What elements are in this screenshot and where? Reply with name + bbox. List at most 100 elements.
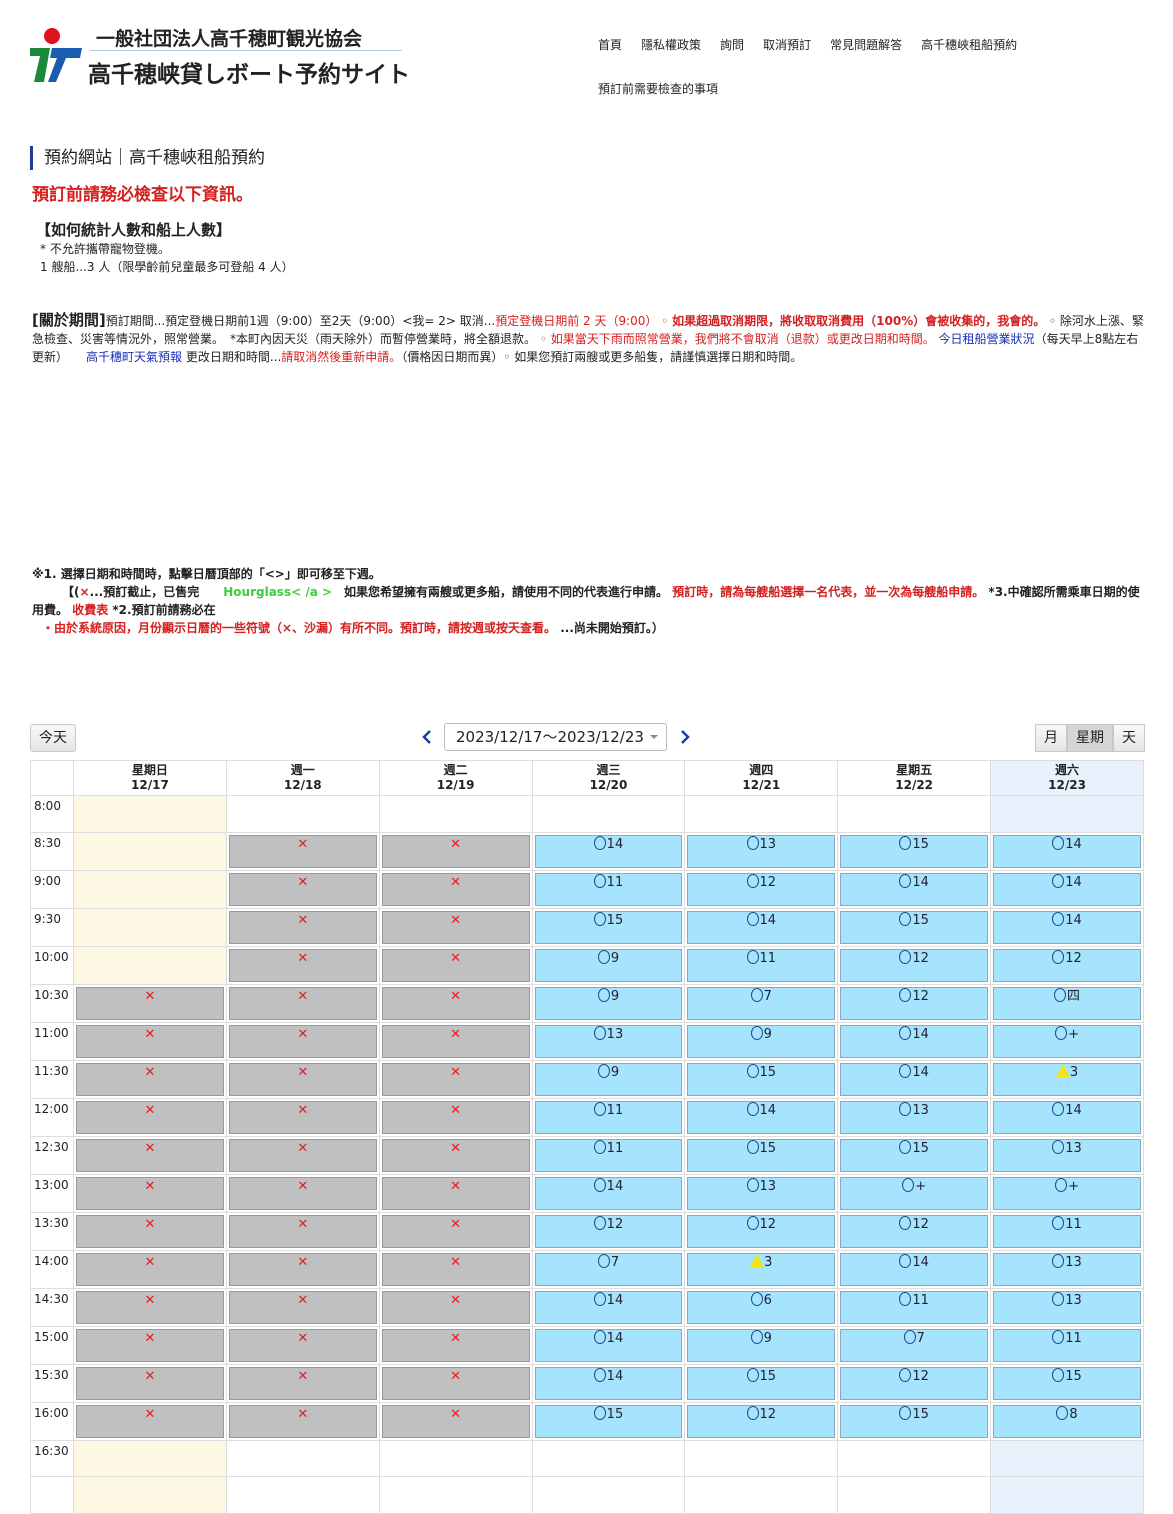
slot-available[interactable]: 14 (534, 1328, 683, 1362)
slot-available[interactable]: 13 (687, 1176, 836, 1210)
slot-closed[interactable]: ✕ (76, 986, 224, 1020)
nav-privacy[interactable]: 隱私權政策 (641, 38, 702, 52)
today-button[interactable]: 今天 (30, 724, 76, 752)
slot-available[interactable]: + (993, 1176, 1141, 1210)
slot-available[interactable]: 14 (687, 1100, 836, 1134)
slot-closed[interactable]: ✕ (381, 1214, 530, 1248)
slot-available[interactable]: 14 (840, 872, 989, 906)
slot-available[interactable]: 15 (840, 1138, 989, 1172)
prev-week-icon[interactable] (421, 729, 433, 745)
slot-available[interactable]: 6 (687, 1290, 836, 1324)
slot-available[interactable]: 7 (687, 986, 836, 1020)
slot-closed[interactable]: ✕ (76, 1100, 224, 1134)
view-month-button[interactable]: 月 (1035, 724, 1067, 752)
slot-available[interactable]: 15 (840, 910, 989, 944)
slot-available[interactable]: 7 (840, 1328, 989, 1362)
slot-available[interactable]: 13 (993, 1290, 1141, 1324)
slot-available[interactable]: 12 (840, 948, 989, 982)
slot-available[interactable]: 14 (993, 910, 1141, 944)
slot-available[interactable]: 15 (534, 1404, 683, 1438)
slot-closed[interactable]: ✕ (381, 1252, 530, 1286)
site-logo[interactable]: 一般社団法人高千穂町観光協会 高千穂峡貸しボート予約サイト (30, 22, 410, 88)
slot-available[interactable]: 9 (534, 1062, 683, 1096)
slot-closed[interactable]: ✕ (381, 910, 530, 944)
slot-available[interactable]: 8 (993, 1404, 1141, 1438)
slot-closed[interactable]: ✕ (76, 1138, 224, 1172)
slot-closed[interactable]: ✕ (381, 1176, 530, 1210)
slot-available[interactable]: 12 (687, 1214, 836, 1248)
slot-available[interactable]: 11 (993, 1328, 1141, 1362)
slot-available[interactable]: 14 (534, 1176, 683, 1210)
slot-closed[interactable]: ✕ (381, 1062, 530, 1096)
slot-closed[interactable]: ✕ (228, 1062, 377, 1096)
nav-booking[interactable]: 高千穗峽租船預約 (921, 38, 1018, 52)
slot-closed[interactable]: ✕ (228, 948, 377, 982)
slot-available[interactable]: 12 (993, 948, 1141, 982)
slot-available[interactable]: 11 (687, 948, 836, 982)
slot-available[interactable]: 14 (534, 1366, 683, 1400)
slot-closed[interactable]: ✕ (228, 872, 377, 906)
slot-closed[interactable]: ✕ (381, 1290, 530, 1324)
weather-link[interactable]: 高千穗町天氣預報 (86, 350, 183, 364)
slot-available[interactable]: 7 (534, 1252, 683, 1286)
slot-closed[interactable]: ✕ (381, 1404, 530, 1438)
slot-closed[interactable]: ✕ (76, 1404, 224, 1438)
slot-closed[interactable]: ✕ (228, 1214, 377, 1248)
slot-available[interactable]: 14 (840, 1024, 989, 1058)
slot-available[interactable]: 15 (687, 1138, 836, 1172)
slot-closed[interactable]: ✕ (228, 1024, 377, 1058)
slot-available[interactable]: 13 (840, 1100, 989, 1134)
slot-closed[interactable]: ✕ (381, 834, 530, 868)
slot-closed[interactable]: ✕ (228, 1404, 377, 1438)
slot-closed[interactable]: ✕ (381, 1138, 530, 1172)
slot-closed[interactable]: ✕ (76, 1366, 224, 1400)
slot-closed[interactable]: ✕ (228, 1290, 377, 1324)
slot-available[interactable]: 13 (993, 1252, 1141, 1286)
slot-available[interactable]: 14 (687, 910, 836, 944)
slot-closed[interactable]: ✕ (76, 1024, 224, 1058)
slot-available[interactable]: 14 (840, 1062, 989, 1096)
slot-available[interactable]: + (840, 1176, 989, 1210)
slot-available[interactable]: 12 (687, 872, 836, 906)
slot-available[interactable]: 12 (840, 986, 989, 1020)
slot-available[interactable]: 14 (534, 834, 683, 868)
slot-available[interactable]: 14 (993, 834, 1141, 868)
slot-closed[interactable]: ✕ (381, 948, 530, 982)
slot-available[interactable]: 四 (993, 986, 1141, 1020)
slot-available[interactable]: 12 (534, 1214, 683, 1248)
slot-closed[interactable]: ✕ (76, 1214, 224, 1248)
slot-closed[interactable]: ✕ (381, 1024, 530, 1058)
slot-available[interactable]: 14 (534, 1290, 683, 1324)
slot-available[interactable]: 15 (840, 1404, 989, 1438)
slot-available[interactable]: 14 (840, 1252, 989, 1286)
slot-closed[interactable]: ✕ (381, 872, 530, 906)
slot-closed[interactable]: ✕ (381, 1366, 530, 1400)
nav-contact[interactable]: 詢問 (720, 38, 745, 52)
slot-available[interactable]: 15 (534, 910, 683, 944)
view-week-button[interactable]: 星期 (1067, 724, 1113, 752)
slot-closed[interactable]: ✕ (228, 834, 377, 868)
slot-closed[interactable]: ✕ (228, 1328, 377, 1362)
slot-available[interactable]: 11 (840, 1290, 989, 1324)
date-range-select[interactable]: 2023/12/17～2023/12/23 (444, 723, 667, 751)
slot-available[interactable]: 12 (840, 1366, 989, 1400)
nav-cancel[interactable]: 取消預訂 (763, 38, 812, 52)
slot-closed[interactable]: ✕ (76, 1252, 224, 1286)
slot-available[interactable]: + (993, 1024, 1141, 1058)
slot-closed[interactable]: ✕ (228, 1138, 377, 1172)
slot-closed[interactable]: ✕ (76, 1176, 224, 1210)
slot-closed[interactable]: ✕ (381, 1328, 530, 1362)
slot-available[interactable]: 9 (687, 1024, 836, 1058)
nav-faq[interactable]: 常見問題解答 (830, 38, 903, 52)
slot-available[interactable]: 12 (687, 1404, 836, 1438)
slot-available[interactable]: 11 (534, 1138, 683, 1172)
slot-closed[interactable]: ✕ (381, 1100, 530, 1134)
slot-available[interactable]: 3 (687, 1252, 836, 1286)
slot-available[interactable]: 15 (840, 834, 989, 868)
slot-available[interactable]: 9 (534, 986, 683, 1020)
slot-available[interactable]: 12 (840, 1214, 989, 1248)
slot-available[interactable]: 15 (687, 1062, 836, 1096)
slot-closed[interactable]: ✕ (228, 1176, 377, 1210)
slot-available[interactable]: 11 (534, 872, 683, 906)
slot-available[interactable]: 13 (534, 1024, 683, 1058)
